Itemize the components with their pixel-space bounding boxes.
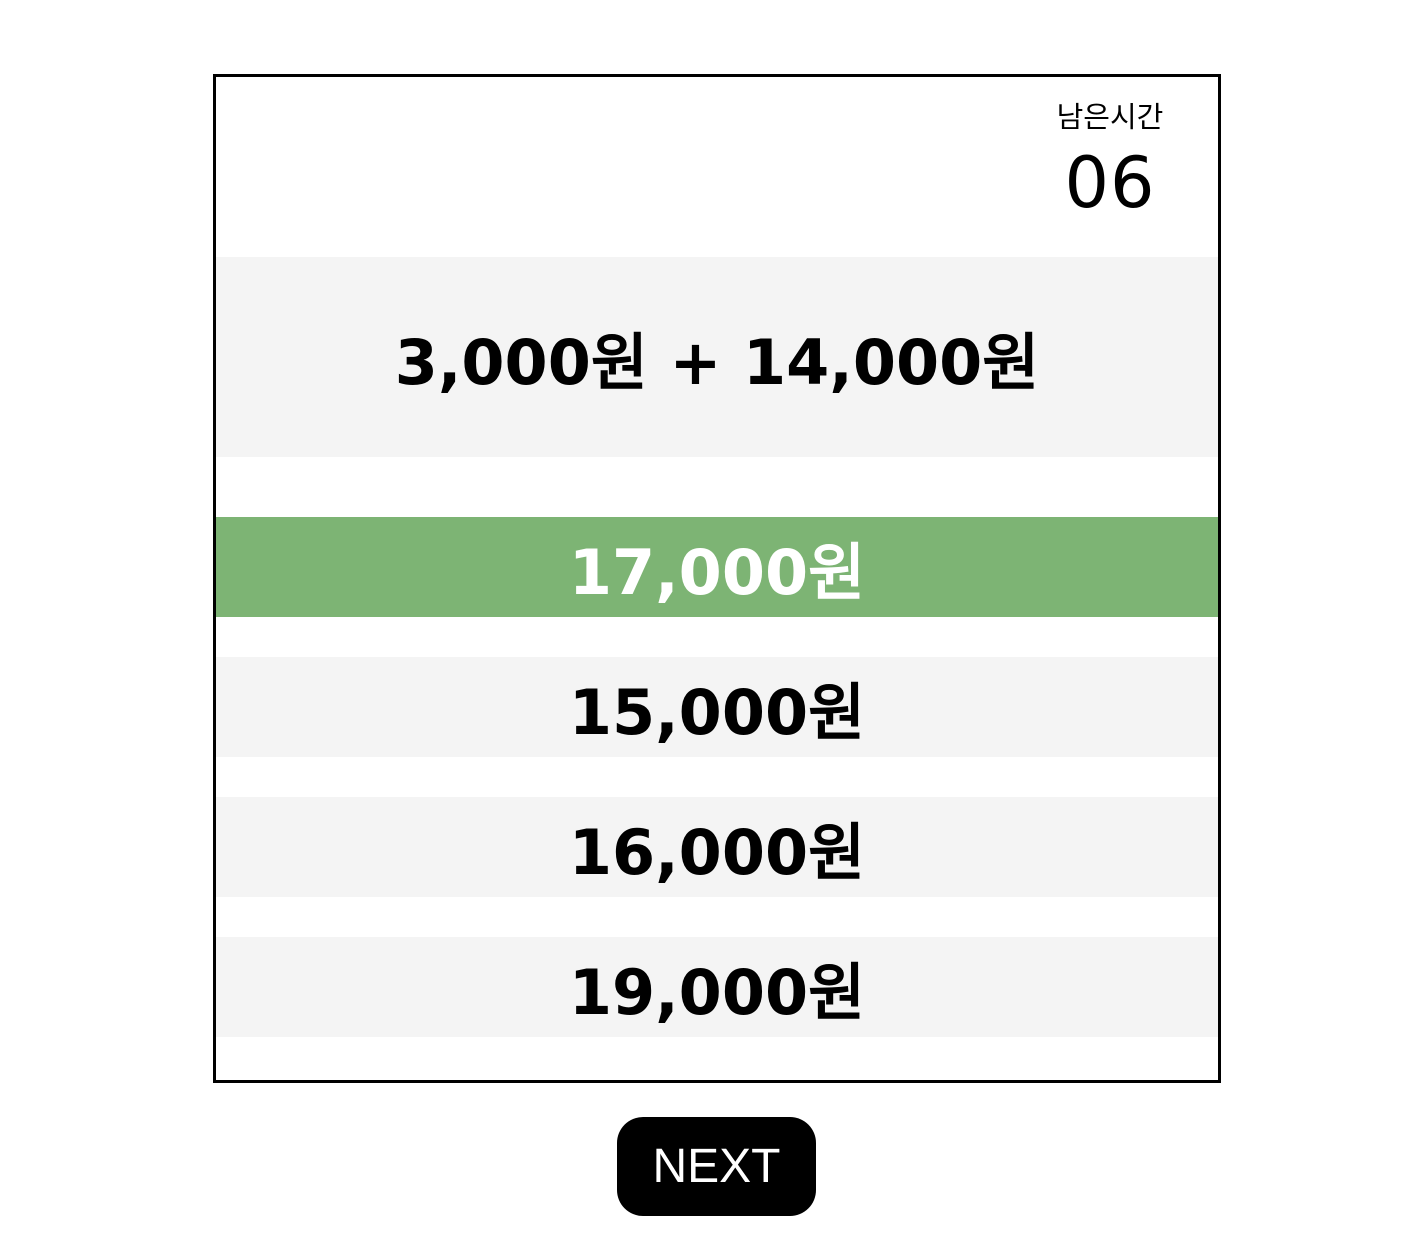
- answer-option-3[interactable]: 16,000원: [216, 797, 1218, 897]
- answer-option-2[interactable]: 15,000원: [216, 657, 1218, 757]
- countdown-timer: 남은시간 06: [1040, 97, 1180, 223]
- timer-value: 06: [1064, 142, 1156, 224]
- next-button[interactable]: NEXT: [617, 1117, 816, 1216]
- answer-option-1[interactable]: 17,000원: [216, 517, 1218, 617]
- answer-option-4[interactable]: 19,000원: [216, 937, 1218, 1037]
- timer-label: 남은시간: [1056, 100, 1164, 134]
- question-text: 3,000원 + 14,000원: [216, 257, 1218, 457]
- quiz-panel: 남은시간 06 3,000원 + 14,000원 17,000원 15,000원…: [213, 74, 1221, 1083]
